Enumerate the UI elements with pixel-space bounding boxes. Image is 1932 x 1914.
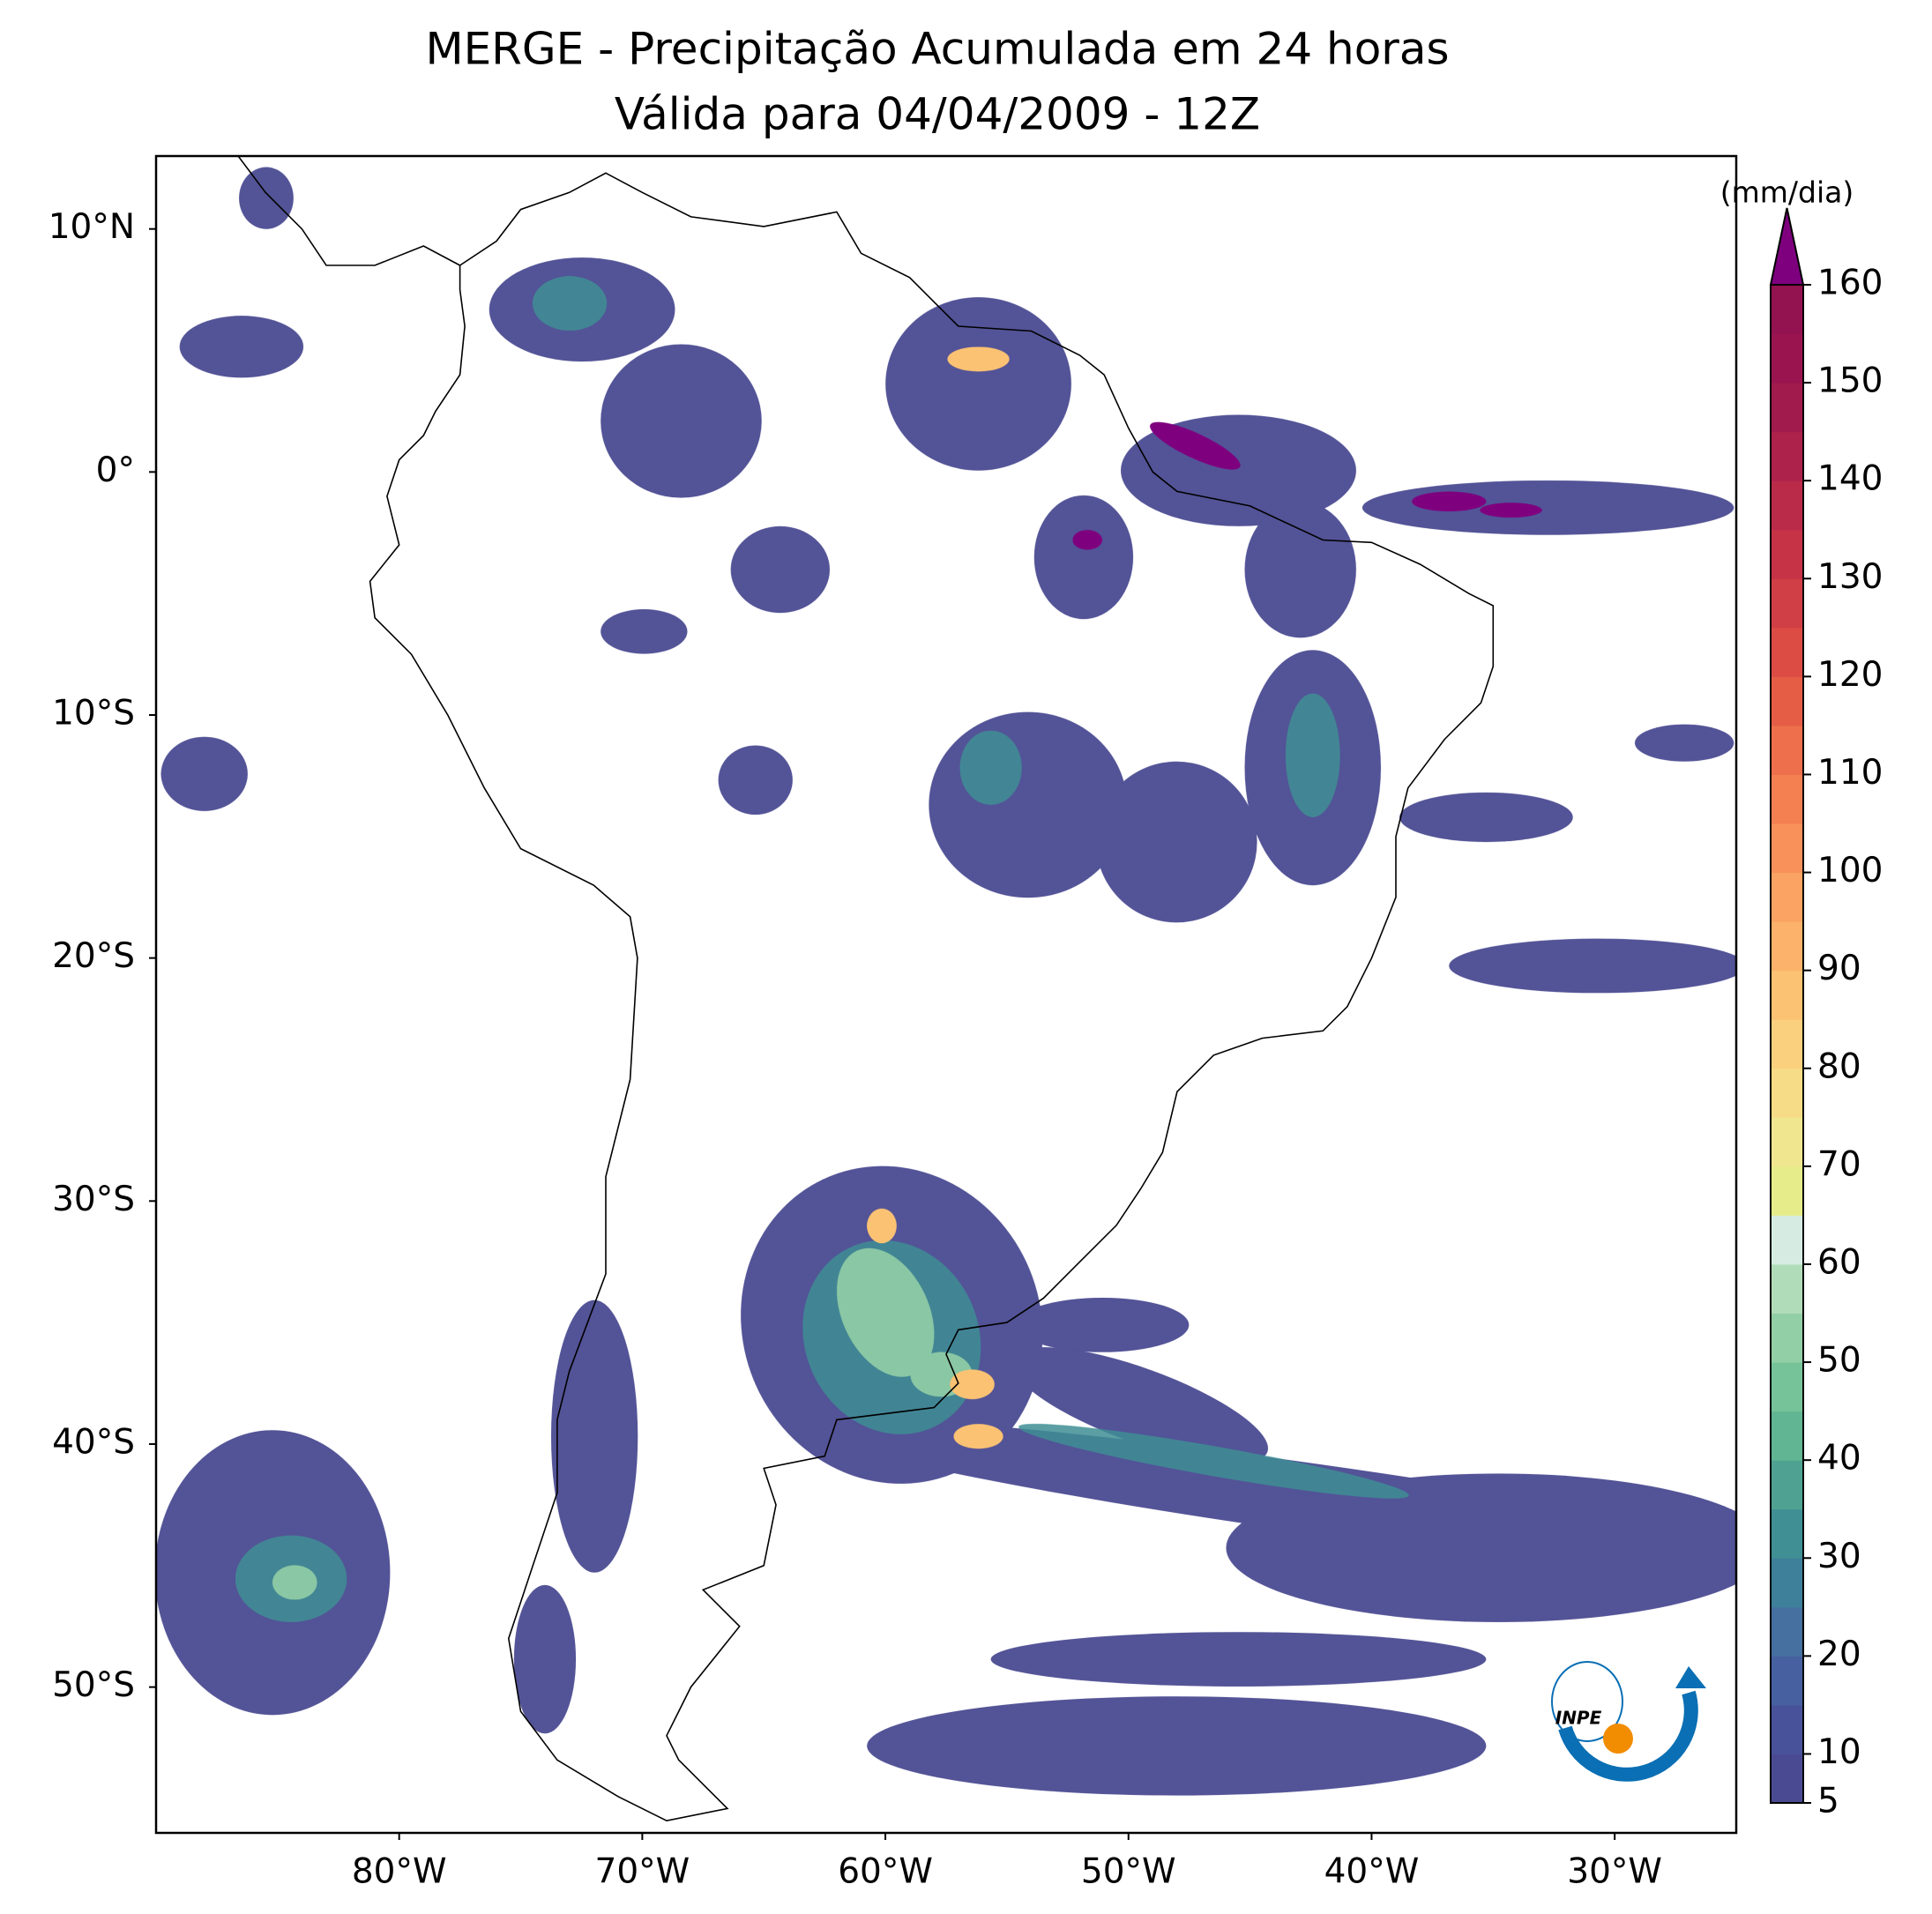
x-tick-label: 30°W xyxy=(1567,1852,1662,1892)
colorbar-tick-label: 100 xyxy=(1817,851,1883,890)
colorbar-tick-label: 160 xyxy=(1817,264,1883,303)
logo: INPE xyxy=(1531,1625,1719,1811)
colorbar-segment xyxy=(1771,1508,1803,1559)
colorbar-tick-label: 110 xyxy=(1817,753,1883,793)
coastline xyxy=(237,156,1495,1822)
colorbar-segment xyxy=(1771,1656,1803,1706)
colorbar-segment xyxy=(1771,383,1803,433)
colorbar-segment xyxy=(1771,970,1803,1020)
x-tick-label: 60°W xyxy=(838,1852,933,1892)
colorbar-segment xyxy=(1771,1460,1803,1510)
colorbar-segment xyxy=(1771,578,1803,629)
colorbar-segment xyxy=(1771,1117,1803,1167)
colorbar-segment xyxy=(1771,1313,1803,1363)
colorbar-tick-label: 150 xyxy=(1817,361,1883,401)
map-area xyxy=(156,156,1736,1833)
y-tick-label: 20°S xyxy=(52,936,135,976)
colorbar-segment xyxy=(1771,333,1803,384)
logo-swoosh xyxy=(1558,1690,1698,1782)
colorbar-tick-label: 90 xyxy=(1817,949,1861,988)
colorbar-label: (mm/dia) xyxy=(1720,175,1854,210)
colorbar-segment xyxy=(1771,1019,1803,1069)
colorbar-extend xyxy=(1769,207,1805,286)
colorbar-segment xyxy=(1771,1068,1803,1118)
x-tick-label: 70°W xyxy=(595,1852,690,1892)
x-tick-label: 50°W xyxy=(1081,1852,1176,1892)
logo-orbit xyxy=(1551,1661,1623,1742)
colorbar-tick-label: 70 xyxy=(1817,1144,1861,1184)
colorbar-segment xyxy=(1771,1606,1803,1657)
logo-arrow xyxy=(1675,1666,1706,1688)
colorbar-tick-label: 20 xyxy=(1817,1635,1861,1674)
colorbar: 5 10 20 30 40 50 60 70 80 90 100 110 120 130 140 150 160… xyxy=(1720,175,1884,1821)
colorbar-segment xyxy=(1771,480,1803,531)
colorbar-tick-label: 130 xyxy=(1817,557,1883,597)
colorbar-segment xyxy=(1771,1166,1803,1216)
colorbar-segment xyxy=(1771,823,1803,874)
colorbar-tick-label: 140 xyxy=(1817,459,1883,499)
colorbar-tick-label: 50 xyxy=(1817,1341,1861,1381)
colorbar-segment xyxy=(1771,1411,1803,1461)
logo-sun xyxy=(1603,1724,1633,1754)
colorbar-tick-label: 30 xyxy=(1817,1537,1861,1576)
colorbar-segment xyxy=(1771,1558,1803,1608)
y-tick-label: 50°S xyxy=(52,1665,135,1705)
colorbar-segment xyxy=(1771,1263,1803,1314)
colorbar-segment xyxy=(1771,774,1803,824)
colorbar-segment xyxy=(1771,921,1803,972)
y-tick-label: 40°S xyxy=(52,1422,135,1462)
y-tick-label: 10°N xyxy=(48,207,135,247)
colorbar-tick-label: 40 xyxy=(1817,1439,1861,1478)
chart-title: MERGE - Precipitação Acumulada em 24 hor… xyxy=(425,24,1449,75)
colorbar-segment xyxy=(1771,872,1803,922)
colorbar-tick-label: 5 xyxy=(1817,1782,1839,1821)
colorbar-segment xyxy=(1771,676,1803,726)
logo-text: INPE xyxy=(1555,1708,1602,1729)
colorbar-segment xyxy=(1771,285,1803,335)
colorbar-frame xyxy=(1770,285,1804,1804)
y-tick-label: 0° xyxy=(96,451,135,490)
y-tick-label: 10°S xyxy=(52,694,135,734)
colorbar-segment xyxy=(1771,1215,1803,1265)
x-tick-label: 40°W xyxy=(1324,1852,1420,1892)
chart-subtitle: Válida para 04/04/2009 - 12Z xyxy=(615,89,1260,140)
precipitation-field xyxy=(156,167,1736,1796)
colorbar-segment xyxy=(1771,725,1803,775)
continent-outline xyxy=(369,172,1495,1822)
colorbar-segment xyxy=(1771,1704,1803,1754)
colorbar-segment xyxy=(1771,1362,1803,1412)
colorbar-segment xyxy=(1771,627,1803,677)
colorbar-tick-label: 120 xyxy=(1817,655,1883,695)
colorbar-tick-label: 10 xyxy=(1817,1732,1861,1772)
colorbar-segment xyxy=(1771,1754,1803,1804)
map-frame xyxy=(154,154,1738,1835)
colorbar-tick-label: 60 xyxy=(1817,1242,1861,1282)
central-america-outline xyxy=(237,156,460,266)
y-tick-label: 30°S xyxy=(52,1180,135,1219)
x-tick-label: 80°W xyxy=(352,1852,447,1892)
colorbar-segment xyxy=(1771,431,1803,481)
colorbar-tick-label: 80 xyxy=(1817,1046,1861,1086)
colorbar-segment xyxy=(1771,529,1803,579)
